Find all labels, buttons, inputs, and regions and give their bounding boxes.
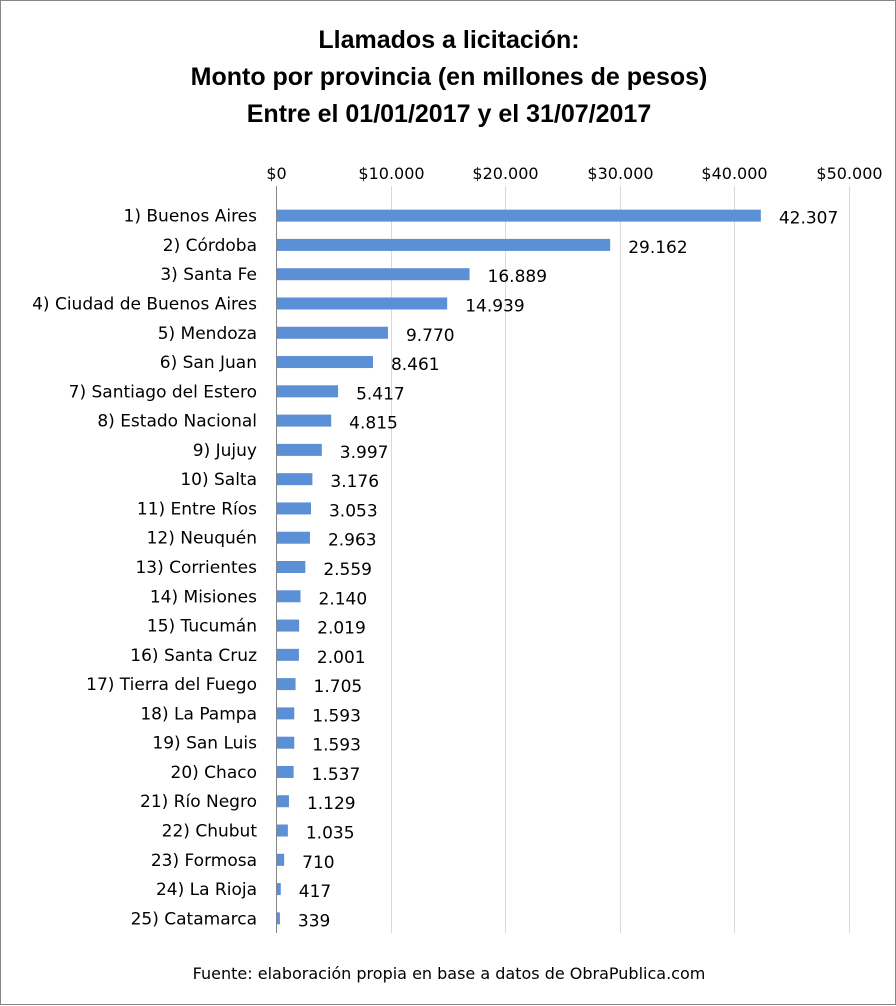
data-label-18: 1.593 [312, 706, 361, 726]
bar-23 [277, 853, 285, 866]
data-label-22: 1.035 [306, 824, 355, 844]
chart-title: Llamados a licitación: Monto por provinc… [191, 26, 708, 128]
data-label-25: 339 [298, 911, 330, 931]
bar-16 [277, 648, 299, 661]
data-label-2: 29.162 [628, 238, 687, 258]
x-tick-label-4: $40.000 [701, 164, 767, 183]
category-label-4: 4) Ciudad de Buenos Aires [32, 294, 257, 314]
category-label-22: 22) Chubut [162, 822, 258, 842]
data-label-4: 14.939 [465, 296, 524, 316]
bar-24 [277, 883, 281, 896]
bar-18 [277, 707, 295, 720]
bar-19 [277, 736, 295, 749]
bar-9 [277, 443, 322, 456]
bar-12 [277, 531, 310, 544]
category-label-1: 1) Buenos Aires [124, 207, 258, 227]
bar-4 [277, 297, 448, 310]
category-label-24: 24) La Rioja [156, 880, 257, 900]
data-label-11: 3.053 [329, 501, 378, 521]
data-label-24: 417 [299, 882, 331, 902]
data-label-21: 1.129 [307, 794, 356, 814]
bar-2 [277, 238, 611, 251]
data-label-13: 2.559 [323, 560, 372, 580]
category-label-20: 20) Chaco [171, 763, 257, 783]
bar-14 [277, 590, 301, 603]
category-label-23: 23) Formosa [151, 851, 257, 871]
x-tick-label-3: $30.000 [587, 164, 653, 183]
x-tick-label-1: $10.000 [358, 164, 424, 183]
category-label-3: 3) Santa Fe [160, 265, 257, 285]
category-label-16: 16) Santa Cruz [130, 646, 257, 666]
bar-7 [277, 385, 339, 398]
bar-15 [277, 619, 300, 632]
category-label-10: 10) Salta [180, 470, 257, 490]
bar-3 [277, 268, 470, 281]
x-tick-label-2: $20.000 [472, 164, 538, 183]
data-label-9: 3.997 [340, 443, 389, 463]
category-label-11: 11) Entre Ríos [137, 499, 257, 519]
chart-title-line-3: Entre el 01/01/2017 y el 31/07/2017 [247, 100, 651, 128]
data-label-5: 9.770 [406, 326, 455, 346]
data-label-16: 2.001 [317, 648, 366, 668]
data-label-12: 2.963 [328, 531, 377, 551]
gridlines [391, 186, 850, 933]
category-label-13: 13) Corrientes [135, 558, 257, 578]
bar-22 [277, 824, 288, 837]
bar-10 [277, 473, 313, 486]
category-label-14: 14) Misiones [150, 587, 257, 607]
bar-6 [277, 356, 373, 369]
data-label-17: 1.705 [314, 677, 363, 697]
category-label-17: 17) Tierra del Fuego [86, 675, 257, 695]
data-label-15: 2.019 [317, 619, 366, 639]
x-tick-label-5: $50.000 [816, 164, 882, 183]
category-label-2: 2) Córdoba [163, 236, 257, 256]
category-label-19: 19) San Luis [152, 734, 257, 754]
category-label-18: 18) La Pampa [140, 704, 257, 724]
data-labels: 42.307 29.162 16.889 14.939 9.770 8.461 5.417 4… [298, 209, 838, 932]
bar-1 [277, 209, 761, 222]
data-label-10: 3.176 [330, 472, 379, 492]
x-tick-label-0: $0 [266, 164, 286, 183]
data-label-8: 4.815 [349, 414, 398, 434]
data-label-3: 16.889 [488, 267, 547, 287]
chart-title-line-2: Monto por provincia (en millones de peso… [191, 63, 708, 91]
bar-8 [277, 414, 332, 427]
category-label-9: 9) Jujuy [193, 441, 257, 461]
data-label-7: 5.417 [356, 384, 405, 404]
source-note: Fuente: elaboración propia en base a dat… [193, 964, 706, 983]
bar-13 [277, 561, 306, 573]
category-label-7: 7) Santiago del Estero [69, 382, 257, 402]
category-label-6: 6) San Juan [160, 353, 257, 373]
category-label-5: 5) Mendoza [158, 324, 257, 344]
bar-11 [277, 502, 311, 515]
bars [277, 209, 761, 925]
bar-17 [277, 678, 296, 691]
bar-20 [277, 765, 294, 778]
bar-21 [277, 795, 289, 808]
data-label-14: 2.140 [319, 589, 368, 609]
data-label-1: 42.307 [779, 209, 838, 229]
data-label-20: 1.537 [312, 765, 361, 785]
category-label-12: 12) Neuquén [147, 529, 257, 549]
category-labels: 1) Buenos Aires 2) Córdoba 3) Santa Fe 4) C… [32, 207, 257, 930]
data-label-23: 710 [302, 853, 334, 873]
bar-5 [277, 326, 388, 339]
category-label-15: 15) Tucumán [147, 617, 257, 637]
data-label-6: 8.461 [391, 355, 440, 375]
bar-25 [277, 912, 280, 925]
category-label-25: 25) Catamarca [131, 909, 257, 929]
category-label-8: 8) Estado Nacional [97, 412, 257, 432]
x-axis-tick-labels: $0 $10.000 $20.000 $30.000 $40.000 $50.000 [266, 164, 882, 183]
category-label-21: 21) Río Negro [140, 792, 257, 812]
data-label-19: 1.593 [312, 736, 361, 756]
chart-title-line-1: Llamados a licitación: [318, 26, 579, 54]
